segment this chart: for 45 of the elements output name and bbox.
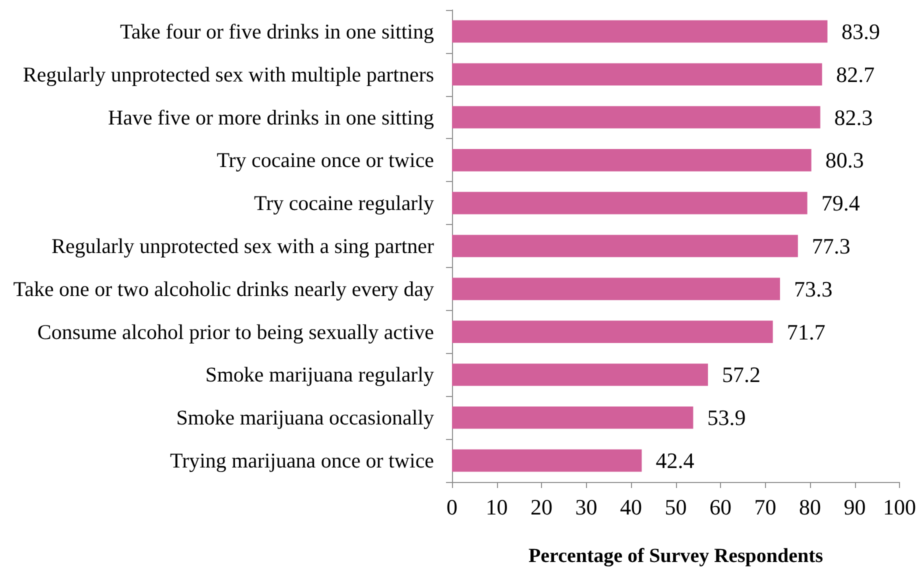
y-tick-label: Try cocaine once or twice <box>216 148 434 172</box>
y-tick-label: Trying marijuana once or twice <box>170 448 434 473</box>
bar <box>452 149 812 172</box>
x-tick-label: 10 <box>486 494 508 520</box>
bar <box>452 20 828 43</box>
y-tick-label: Regularly unprotected sex with multiple partners <box>22 62 434 86</box>
y-tick-label: Smoke marijuana occasionally <box>176 406 434 430</box>
x-tick-label: 30 <box>575 494 598 520</box>
bar <box>452 106 820 128</box>
data-label: 53.9 <box>707 405 746 430</box>
bar <box>452 364 708 386</box>
x-tick-label: 100 <box>883 494 916 520</box>
bar <box>452 406 694 429</box>
x-tick-label: 40 <box>620 494 642 520</box>
data-label: 80.3 <box>825 148 864 173</box>
x-tick-label: 50 <box>664 494 687 520</box>
bar <box>452 234 798 258</box>
data-label: 79.4 <box>821 190 860 216</box>
y-tick-label: Regularly unprotected sex with a sing partner <box>51 234 434 258</box>
y-tick-label: Try cocaine regularly <box>254 191 434 216</box>
bar <box>452 278 780 300</box>
x-tick-label: 20 <box>530 494 552 520</box>
x-tick-label: 70 <box>754 494 776 520</box>
data-label: 82.3 <box>834 104 873 130</box>
x-tick-label: 90 <box>844 494 866 520</box>
data-label: 57.2 <box>722 362 760 388</box>
y-tick-label: Take one or two alcoholic drinks nearly every day <box>13 276 434 301</box>
data-label: 42.4 <box>656 448 694 474</box>
y-tick-label: Smoke marijuana regularly <box>205 362 434 387</box>
data-label: 71.7 <box>786 319 826 344</box>
x-tick-label: 60 <box>710 494 732 520</box>
x-tick-label: 80 <box>799 494 821 520</box>
x-axis-title: Percentage of Survey Respondents <box>528 545 824 567</box>
data-label: 83.9 <box>841 18 880 44</box>
y-tick-label: Take four or five drinks in one sitting <box>120 19 434 44</box>
data-label: 77.3 <box>812 234 850 258</box>
x-tick-label: 0 <box>446 494 458 520</box>
y-tick-label: Consume alcohol prior to being sexually active <box>37 320 434 344</box>
bar <box>452 320 773 343</box>
bar <box>452 449 642 472</box>
data-label: 82.7 <box>836 62 875 87</box>
data-label: 73.3 <box>794 276 833 302</box>
bar <box>452 63 822 86</box>
y-tick-label: Have five or more drinks in one sitting <box>108 105 434 130</box>
bar <box>452 192 808 214</box>
